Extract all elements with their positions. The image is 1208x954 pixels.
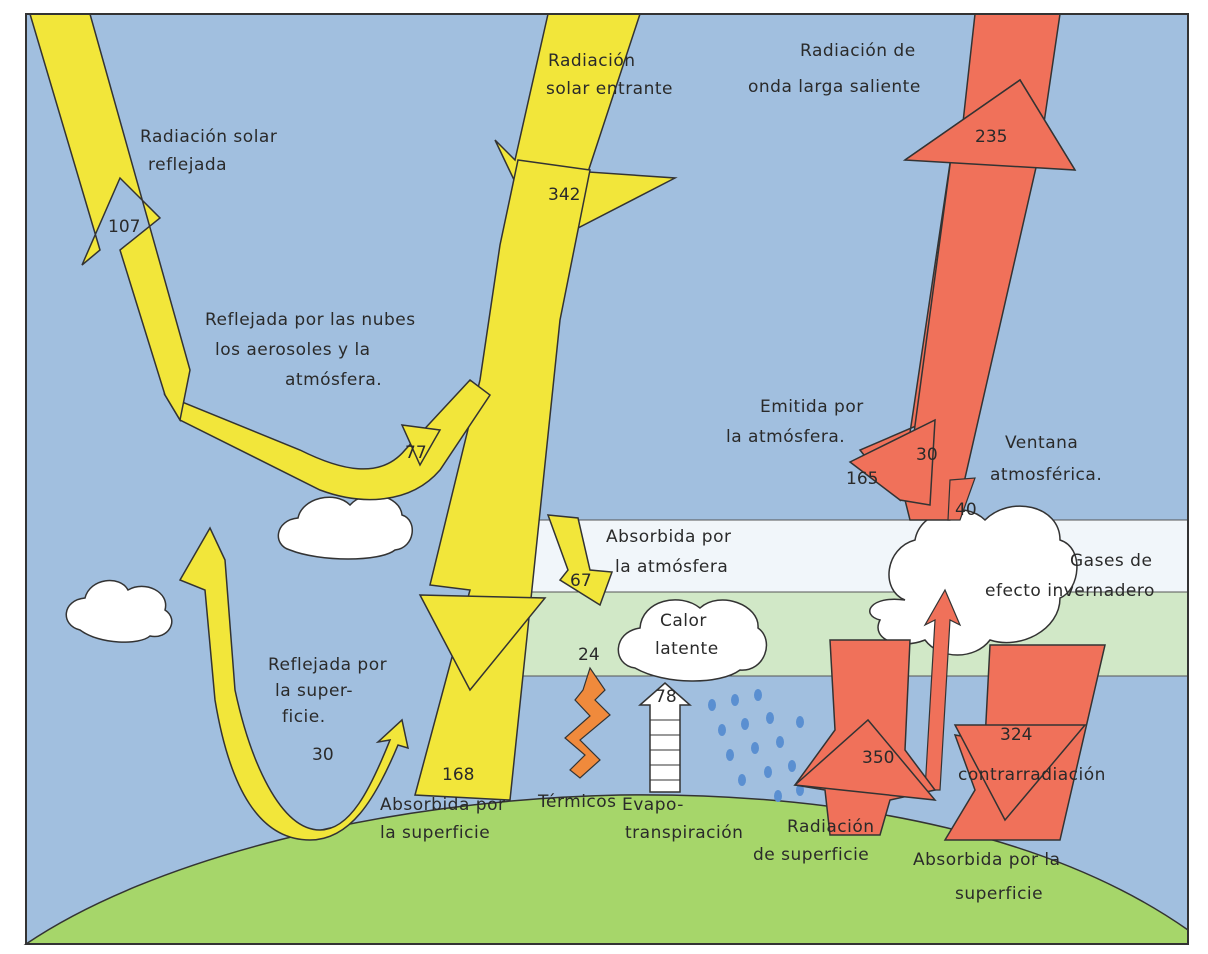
- cloud-latent-heat: [617, 599, 768, 682]
- value-incoming: 342: [548, 185, 580, 205]
- label-greenhouse-gases: Gases de efecto invernadero: [985, 551, 1158, 601]
- value-evapo: 78: [655, 687, 677, 707]
- label-reflected-solar: Radiación solar reflejada: [140, 127, 283, 175]
- thermals-arrow: [564, 666, 611, 779]
- label-surface-radiation: Radiación de superficie: [753, 817, 880, 865]
- value-absorbed-surface: 168: [442, 765, 474, 785]
- value-thermals: 24: [578, 645, 600, 665]
- value-absorbed-atm: 67: [570, 571, 592, 591]
- label-emitted-atmosphere: Emitida por la atmósfera.: [726, 397, 870, 447]
- greenhouse-band-top: [520, 520, 1188, 592]
- atmospheric-window-upper: [947, 477, 976, 521]
- label-thermals: Térmicos: [537, 792, 617, 812]
- label-incoming-solar: Radiación solar entrante: [546, 51, 673, 99]
- back-radiation-head: [953, 724, 1087, 822]
- evapotranspiration-arrow: [638, 682, 692, 793]
- absorbed-surface-arrow: [418, 594, 547, 692]
- value-atm-thirty: 30: [916, 445, 938, 465]
- value-surface-rad: 350: [862, 748, 894, 768]
- atmospheric-window-arrow: [923, 588, 962, 791]
- value-emitted-atm: 165: [846, 469, 878, 489]
- value-reflected-clouds: 77: [405, 443, 427, 463]
- frame: [25, 13, 1189, 945]
- label-reflected-surface: Reflejada por la super- ficie.: [268, 655, 393, 727]
- label-outgoing-longwave: Radiación de onda larga saliente: [748, 41, 922, 97]
- label-absorbed-surface-2: Absorbida por la superficie: [913, 850, 1066, 904]
- reflected-clouds-arrowhead: [400, 424, 442, 467]
- surface-radiation-head: [793, 718, 937, 801]
- outgoing-arrowhead: [902, 78, 1077, 171]
- emitted-atmosphere-arrow: [848, 418, 936, 506]
- label-back-radiation: contrarradiación: [958, 765, 1106, 785]
- value-reflected-surface: 30: [312, 745, 334, 765]
- label-absorbed-atmosphere: Absorbida por la atmósfera: [606, 527, 737, 577]
- label-absorbed-surface: Absorbida por la superficie: [380, 795, 511, 843]
- cloud-left: [65, 579, 173, 643]
- rain-drops: [708, 689, 804, 802]
- value-window: 40: [955, 500, 977, 520]
- value-reflected-total: 107: [108, 217, 140, 237]
- label-evapotranspiration: Evapo- transpiración: [622, 795, 743, 843]
- value-outgoing: 235: [975, 127, 1007, 147]
- label-latent-heat: Calor latente: [655, 611, 719, 659]
- reflected-solar-arrow: [28, 13, 191, 423]
- absorbed-atmosphere-arrow: [546, 514, 614, 607]
- label-reflected-clouds: Reflejada por las nubes los aerosoles y …: [205, 310, 421, 390]
- label-atmospheric-window: Ventana atmosférica.: [990, 433, 1102, 485]
- reflected-surface-v: [178, 526, 409, 841]
- value-back-rad: 324: [1000, 725, 1032, 745]
